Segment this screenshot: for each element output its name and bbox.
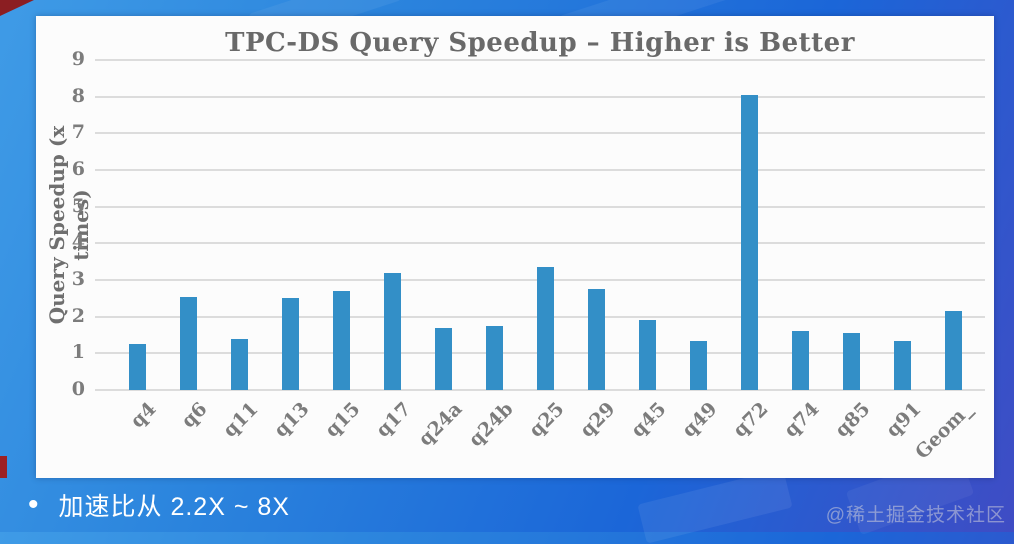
bar-q72 [740, 94, 758, 390]
community-watermark: @稀土掘金技术社区 [825, 505, 1006, 526]
bullet-icon: • [28, 488, 39, 521]
bar-q45 [638, 320, 656, 390]
gridline [95, 242, 985, 245]
bar-q24a [434, 327, 452, 390]
y-tick-label: 0 [71, 378, 85, 400]
chart-panel: TPC-DS Query Speedup – Higher is Better … [36, 16, 994, 478]
bar-q6 [179, 296, 197, 390]
gridline [95, 389, 985, 391]
bar-q25 [536, 267, 554, 390]
bar-q11 [230, 338, 248, 390]
gridline [95, 95, 985, 98]
plot-area [95, 59, 985, 391]
chart-title: TPC-DS Query Speedup – Higher is Better [225, 28, 855, 58]
red-edge-accent [0, 456, 7, 478]
bar-q24b [485, 325, 503, 390]
y-tick-label: 2 [71, 304, 85, 327]
y-tick-label: 9 [71, 48, 85, 70]
bar-Geom_ [944, 311, 962, 390]
bar-q17 [383, 272, 401, 390]
y-tick-label: 8 [71, 84, 85, 107]
gridline [95, 59, 985, 61]
bar-q4 [128, 344, 146, 390]
bar-q13 [281, 298, 299, 390]
bar-q74 [791, 331, 809, 390]
footer-bar: • 加速比从 2.2X ~ 8X [0, 478, 1014, 532]
speedup-summary-text: 加速比从 2.2X ~ 8X [58, 493, 290, 521]
bar-q49 [689, 340, 707, 390]
bar-q85 [842, 333, 860, 390]
red-corner-accent [0, 0, 34, 16]
y-axis-title: Query Speedup (x times) [45, 125, 93, 325]
y-tick-label: 1 [71, 341, 85, 364]
y-tick-label: 6 [71, 158, 85, 180]
gridline [95, 132, 985, 135]
y-tick-label: 5 [71, 194, 85, 217]
y-tick-label: 3 [71, 268, 85, 290]
bar-q15 [332, 291, 350, 390]
y-tick-label: 4 [71, 231, 85, 254]
bar-q91 [893, 340, 911, 390]
y-tick-label: 7 [71, 121, 85, 144]
bar-q29 [587, 289, 605, 390]
gridline [95, 169, 985, 171]
gridline [95, 205, 985, 208]
